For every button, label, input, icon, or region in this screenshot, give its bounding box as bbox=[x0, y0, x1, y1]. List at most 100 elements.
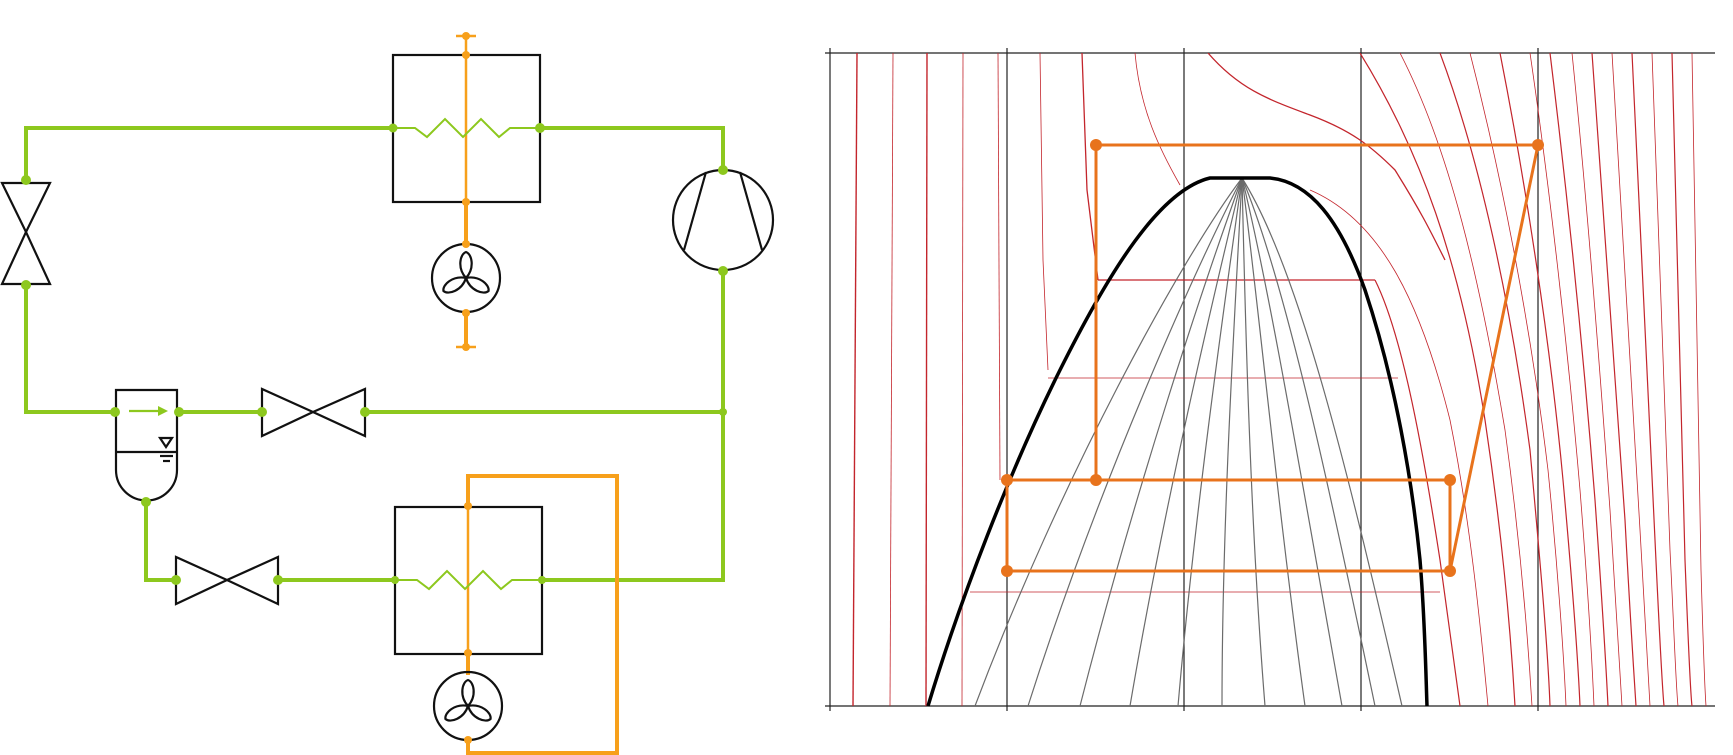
schematic bbox=[0, 32, 775, 755]
cycle-point bbox=[1444, 474, 1456, 486]
isotherm-line bbox=[1207, 53, 1446, 261]
isotherm-line bbox=[1039, 53, 1049, 371]
refrigeration-cycle bbox=[1001, 139, 1544, 577]
valve-triangle-top bbox=[0, 181, 52, 235]
node-condenser-top bbox=[462, 51, 470, 59]
ph-diagram bbox=[825, 48, 1715, 711]
isotherm-line bbox=[1134, 53, 1181, 186]
isotherm-line bbox=[1499, 53, 1581, 706]
compressor-blade-right bbox=[738, 171, 764, 251]
node-valve-lower-out bbox=[273, 575, 283, 585]
node-valve-bottom bbox=[21, 280, 31, 290]
node-evaporator-left bbox=[391, 576, 399, 584]
fan-blades-icon bbox=[444, 678, 492, 722]
level-symbol-icon bbox=[157, 436, 175, 449]
junction-nodes bbox=[21, 32, 728, 744]
isotherm-line bbox=[852, 53, 858, 706]
isotherm-line bbox=[1439, 53, 1551, 706]
node-compressor-top bbox=[718, 165, 728, 175]
node-receiver-bottom bbox=[141, 497, 151, 507]
isotherm-line bbox=[1611, 53, 1651, 706]
isolines bbox=[852, 53, 1707, 706]
isotherm-line bbox=[1691, 53, 1707, 706]
node-valve-top bbox=[21, 175, 31, 185]
quality-line bbox=[1177, 177, 1243, 706]
isotherm-line bbox=[961, 53, 964, 706]
fan-lower[interactable] bbox=[432, 670, 504, 742]
pipe-evaporator-loop bbox=[466, 474, 619, 755]
isotherm-line bbox=[1591, 53, 1637, 706]
pipe-valve-to-receiver bbox=[24, 283, 117, 414]
compressor-icon bbox=[671, 168, 775, 272]
pipe-condenser-to-valve bbox=[24, 126, 395, 182]
quality-line bbox=[1221, 177, 1243, 706]
cycle-point bbox=[1532, 139, 1544, 151]
isotherm-line bbox=[1309, 189, 1489, 706]
pipe-condenser-to-compressor bbox=[538, 126, 725, 172]
isotherm-line bbox=[1374, 279, 1461, 706]
cycle-point bbox=[1001, 565, 1013, 577]
node-condenser-left bbox=[388, 123, 398, 133]
quality-line bbox=[1129, 177, 1243, 706]
saturation-dome bbox=[926, 176, 1429, 707]
valve-triangle-left bbox=[260, 387, 316, 438]
coil-icon bbox=[395, 569, 542, 591]
isotherm-line bbox=[1469, 53, 1567, 706]
isotherm-line bbox=[889, 53, 894, 706]
chart-grid bbox=[825, 48, 1715, 711]
valve-triangle-bottom bbox=[0, 229, 52, 286]
valve-triangle-right bbox=[224, 555, 280, 606]
cycle-path-main bbox=[1005, 143, 1540, 573]
valve-triangle-left bbox=[174, 555, 230, 606]
isotherm-line bbox=[1081, 53, 1099, 281]
isotherm-line bbox=[1671, 53, 1693, 706]
node-condenser-right bbox=[535, 123, 545, 133]
node-evaporator-bottom bbox=[464, 649, 472, 657]
pipe-receiver-to-lower-valve bbox=[144, 500, 178, 582]
node-evaporator-top bbox=[464, 502, 472, 510]
isotherm-line bbox=[1549, 53, 1609, 706]
node-bottom-outlet bbox=[462, 343, 470, 351]
node-fan-upper-bottom bbox=[462, 309, 470, 317]
quality-line bbox=[1241, 177, 1403, 706]
quality-line bbox=[1241, 177, 1266, 706]
expansion-valve[interactable] bbox=[0, 181, 52, 286]
quality-line bbox=[1079, 177, 1243, 706]
refrigerant-piping bbox=[24, 126, 725, 582]
quality-line bbox=[1241, 177, 1306, 706]
pipe-compressor-return bbox=[541, 269, 725, 582]
node-valve-upper-in bbox=[257, 407, 267, 417]
flow-arrowhead-icon bbox=[158, 406, 168, 416]
compressor[interactable] bbox=[671, 168, 775, 272]
node-valve-lower-in bbox=[171, 575, 181, 585]
isotherm-line bbox=[997, 53, 1001, 481]
throttle-valve-lower[interactable] bbox=[174, 555, 280, 606]
isotherm-line bbox=[925, 53, 928, 706]
cycle-point bbox=[1090, 139, 1102, 151]
node-fan-upper-top bbox=[462, 240, 470, 248]
fan-upper[interactable] bbox=[430, 242, 502, 314]
secondary-piping bbox=[456, 34, 619, 755]
node-top-inlet bbox=[462, 32, 470, 40]
cycle-point bbox=[1090, 474, 1102, 486]
isotherm-line bbox=[1359, 53, 1516, 706]
node-compressor-bottom bbox=[718, 266, 728, 276]
throttle-valve-upper[interactable] bbox=[260, 387, 367, 438]
isotherm-line bbox=[1571, 53, 1623, 706]
quality-line bbox=[1027, 177, 1243, 706]
node-tee bbox=[719, 408, 727, 416]
coil-icon bbox=[393, 117, 540, 139]
quality-line bbox=[974, 177, 1243, 706]
cycle-point bbox=[1444, 565, 1456, 577]
node-valve-upper-out bbox=[360, 407, 370, 417]
quality-line bbox=[1241, 177, 1376, 706]
node-condenser-bottom bbox=[462, 198, 470, 206]
node-fan-lower-bottom bbox=[464, 736, 472, 744]
receiver[interactable] bbox=[114, 388, 179, 502]
cycle-point bbox=[1001, 474, 1013, 486]
isotherm-line bbox=[1529, 53, 1595, 706]
node-receiver-out bbox=[174, 407, 184, 417]
compressor-blade-left bbox=[682, 171, 708, 251]
isotherm-line bbox=[1631, 53, 1665, 706]
